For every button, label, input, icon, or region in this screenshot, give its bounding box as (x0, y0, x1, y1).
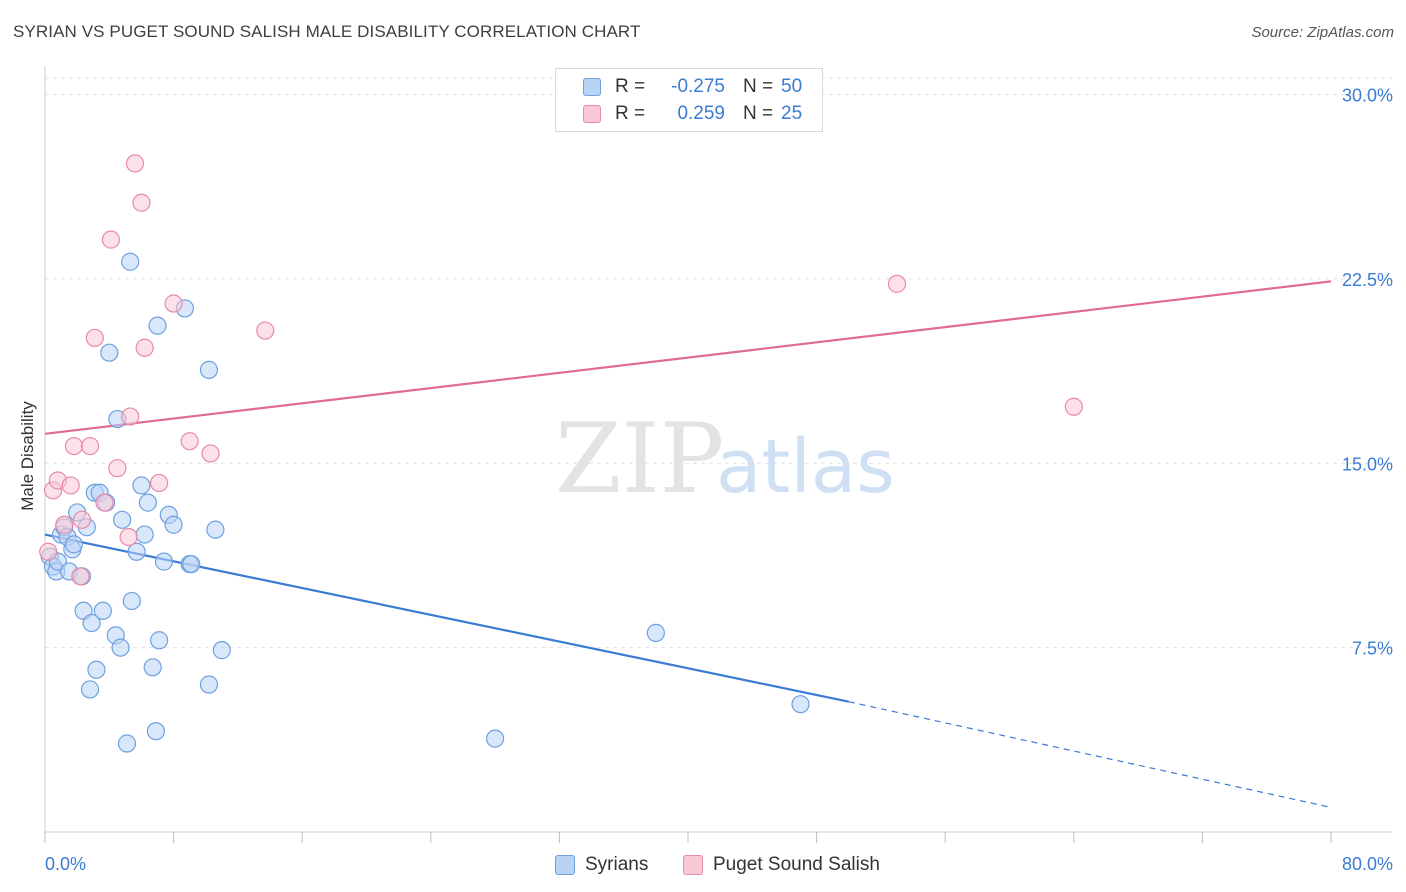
axis-layer (44, 66, 1392, 843)
point-puget-sound-salish (1064, 397, 1083, 416)
legend-n-label: N = (743, 76, 774, 97)
point-syrians (111, 638, 130, 657)
legend-swatch-puget-sound-salish (583, 105, 601, 123)
point-syrians (113, 510, 132, 529)
point-puget-sound-salish (39, 542, 58, 561)
point-puget-sound-salish (55, 515, 74, 534)
grid-layer (45, 77, 1392, 649)
point-syrians (132, 476, 151, 495)
point-puget-sound-salish (61, 476, 80, 495)
point-puget-sound-salish (180, 432, 199, 451)
point-puget-sound-salish (132, 193, 151, 212)
point-syrians (82, 613, 101, 633)
trend-line-syrians-extension (848, 701, 1332, 809)
y-tick-label: 7.5% (1352, 639, 1393, 659)
point-syrians (127, 542, 146, 561)
point-syrians (143, 658, 162, 677)
bottom-legend-label-puget-sound-salish: Puget Sound Salish (713, 854, 880, 875)
point-syrians (80, 680, 100, 699)
legend-n-value: 25 (781, 103, 803, 124)
point-puget-sound-salish (101, 230, 121, 249)
point-syrians (199, 360, 219, 379)
point-puget-sound-salish (121, 407, 140, 426)
point-syrians (117, 734, 137, 753)
point-puget-sound-salish (95, 493, 114, 512)
point-syrians (199, 675, 219, 694)
bottom-legend-syrians[interactable]: Syrians (555, 852, 648, 878)
legend-r-value: -0.275 (671, 76, 725, 97)
point-puget-sound-salish (887, 274, 907, 293)
point-puget-sound-salish (125, 154, 145, 173)
legend-n-label: N = (743, 103, 774, 124)
bottom-legend-puget-sound-salish[interactable]: Puget Sound Salish (683, 852, 880, 878)
point-puget-sound-salish (64, 436, 84, 456)
y-tick-label: 30.0% (1342, 86, 1393, 106)
point-syrians (791, 695, 810, 714)
point-syrians (87, 660, 106, 679)
points-layer (39, 154, 1083, 753)
point-syrians (93, 601, 112, 620)
bottom-legend-label-syrians: Syrians (585, 854, 649, 875)
point-syrians (486, 729, 505, 748)
point-syrians (212, 641, 231, 660)
point-syrians (154, 552, 174, 571)
trend-line-puget-sound-salish (44, 280, 1332, 435)
watermark-atlas: atlas (716, 424, 895, 510)
trend-line-syrians (44, 533, 849, 703)
point-puget-sound-salish (135, 338, 154, 357)
bottom-legend-swatch-puget-sound-salish (683, 855, 703, 875)
point-syrians (146, 722, 166, 741)
point-puget-sound-salish (85, 328, 104, 348)
legend-swatch-syrians (583, 78, 601, 96)
point-puget-sound-salish (150, 473, 169, 493)
point-syrians (121, 252, 140, 271)
point-puget-sound-salish (164, 294, 183, 313)
point-puget-sound-salish (80, 436, 100, 456)
legend-row-puget-sound-salish: R = 0.259 N = 25 (583, 101, 802, 127)
bottom-legend-swatch-syrians (555, 855, 575, 875)
x-tick-label: 0.0% (45, 854, 86, 874)
point-puget-sound-salish (71, 567, 90, 586)
point-puget-sound-salish (256, 321, 275, 340)
legend-r-label: R = (615, 76, 646, 97)
point-syrians (150, 631, 169, 650)
legend-n-value: 50 (781, 76, 803, 97)
tick-label-layer: 7.5% 15.0% 22.5% 30.0% 0.0% 80.0% (45, 86, 1393, 874)
trend-layer (44, 280, 1332, 809)
point-syrians (100, 343, 119, 362)
point-syrians (135, 525, 154, 544)
chart-title: SYRIAN VS PUGET SOUND SALISH MALE DISABI… (13, 22, 641, 41)
point-syrians (138, 493, 157, 512)
point-syrians (148, 316, 167, 335)
point-puget-sound-salish (201, 444, 220, 463)
point-puget-sound-salish (119, 527, 138, 547)
point-puget-sound-salish (72, 510, 92, 529)
y-tick-label: 22.5% (1342, 270, 1393, 290)
point-syrians (122, 591, 141, 611)
correlation-legend: R = -0.275 N = 50 R = 0.259 N = 25 (555, 68, 823, 132)
point-syrians (206, 520, 225, 539)
watermark-zip: ZIP (555, 403, 724, 515)
point-syrians (164, 515, 183, 534)
source-label: Source: ZipAtlas.com (1251, 24, 1394, 41)
x-tick-label: 80.0% (1342, 854, 1393, 874)
point-syrians (182, 554, 201, 574)
point-syrians (64, 535, 84, 554)
legend-r-label: R = (615, 103, 646, 124)
point-puget-sound-salish (108, 459, 127, 478)
legend-row-syrians: R = -0.275 N = 50 (583, 74, 802, 100)
y-tick-label: 15.0% (1342, 454, 1393, 474)
point-syrians (646, 623, 665, 642)
watermark: ZIP atlas (555, 403, 895, 515)
legend-r-value: 0.259 (677, 103, 725, 124)
